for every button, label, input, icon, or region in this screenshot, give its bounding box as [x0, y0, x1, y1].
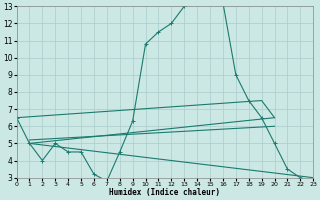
X-axis label: Humidex (Indice chaleur): Humidex (Indice chaleur) [109, 188, 220, 197]
